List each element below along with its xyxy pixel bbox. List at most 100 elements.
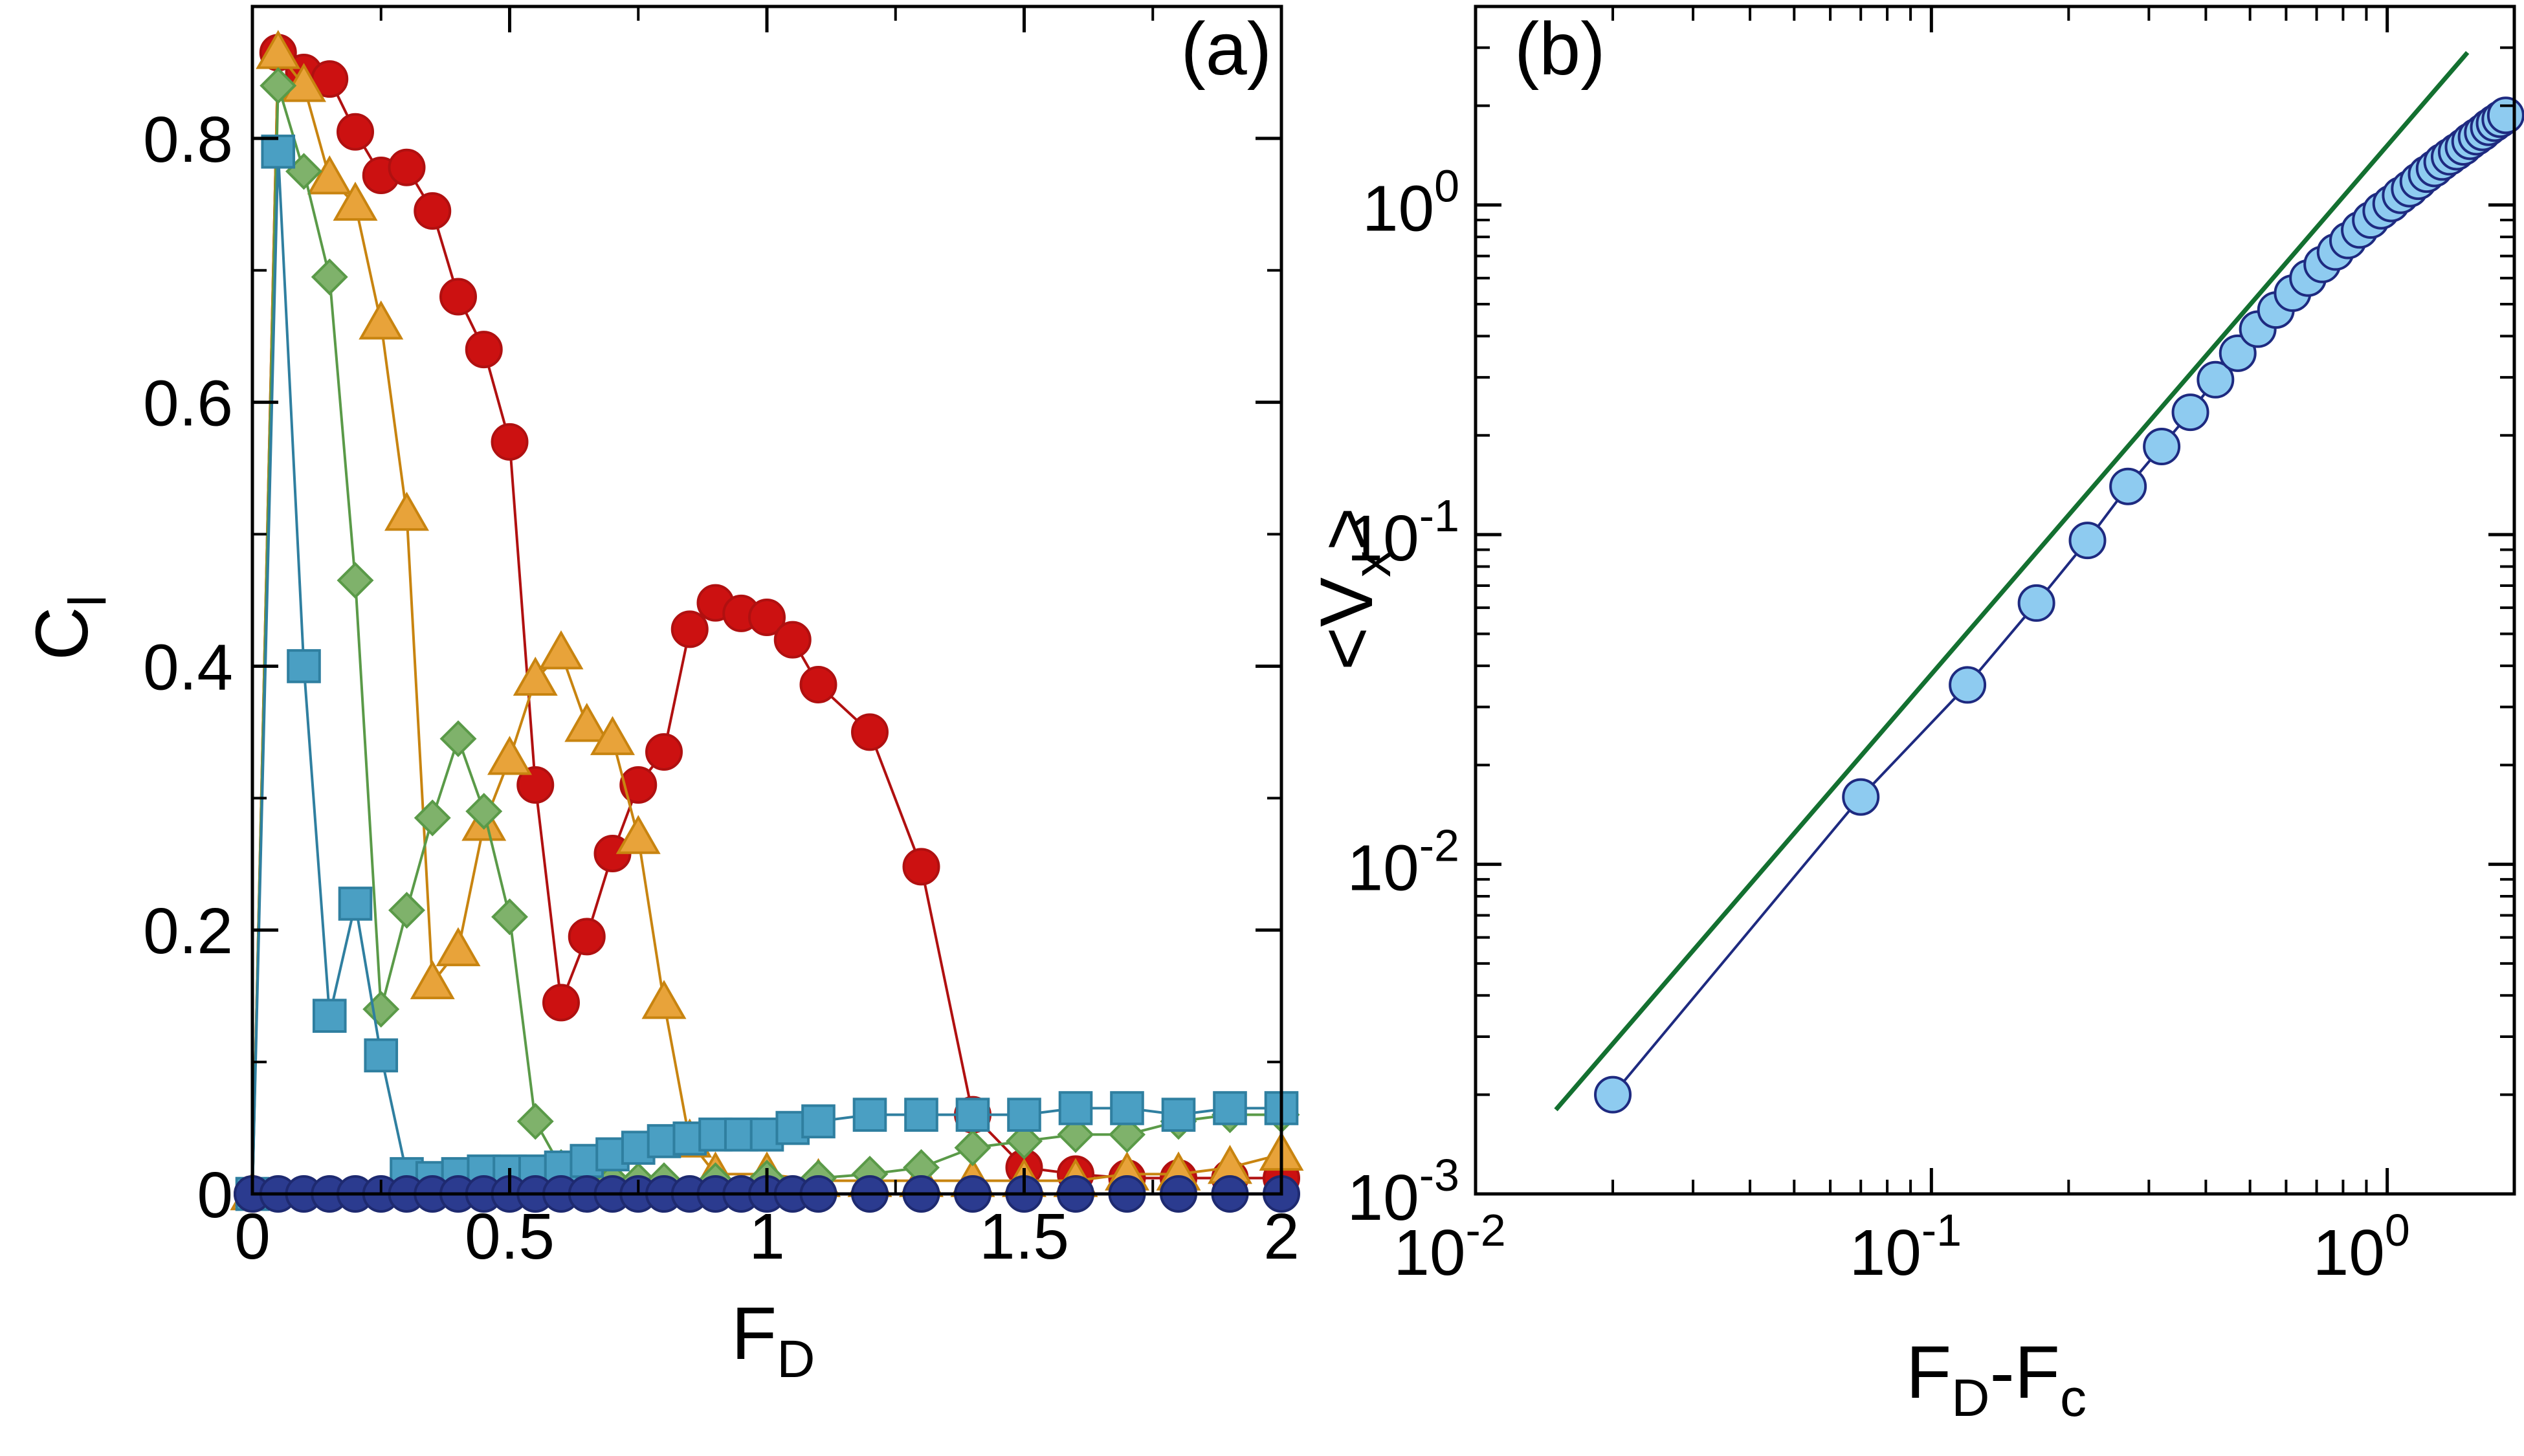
panel-a-y-tick-label: 0.6 [143,368,233,440]
panel-a-data-point [307,155,352,195]
panel-a-data-point [439,720,477,758]
panel-a-data-point [954,1129,991,1167]
panel-a-data-point [410,960,455,1000]
panel-b-data-point [2017,584,2055,622]
panel-a-data-point [388,148,426,186]
panel-b-data-point [1594,1075,1632,1114]
panel-a-x-axis-label-sub: D [777,1330,815,1389]
panel-a-data-point [261,134,296,169]
panel-a-data-point [338,887,373,921]
panel-a-data-point [491,423,529,461]
panel-a-series-line [251,85,1281,1195]
panel-b-fit-line [1554,50,2470,1112]
panel-a-data-point [902,848,940,886]
panel-a-y-tick-label: 0 [197,1159,233,1231]
panel-a-y-tick-label: 0.8 [143,104,233,176]
panel-b-data-point [2171,393,2209,432]
panel-b-data-point [1842,778,1880,816]
panel-a-data-point [538,630,584,670]
panel-a-data-point [388,892,425,929]
panel-a-data-point [337,113,374,151]
panel-b-data-point [2486,96,2524,135]
panel-b-data-point [2143,428,2181,466]
panel-b-y-axis-label: <Vx> [1305,507,1402,670]
panel-b-data-point [2197,360,2235,399]
panel-b-data-point [1949,666,1987,704]
panel-b-ticks [1474,5,2514,1196]
panel-a-data-point [384,491,429,531]
panel-b-x-axis-label: FD-Fc [1906,1331,2087,1428]
panel-a: 0 0.5 1 1.5 2 0 0.2 0.4 0.6 0.8 (a) FD Cl [21,5,1304,1389]
panel-a-x-axis-label: FD [731,1292,815,1389]
panel-a-data-point [1007,1098,1041,1132]
panel-a-data-point [568,918,606,956]
panel-b-data-point [2109,467,2147,505]
panel-a-x-tick-label: 0 [234,1200,271,1273]
panel-a-data-point [955,1098,990,1132]
panel-b-y-axis-label-post: > [1305,507,1388,551]
panel-a-data-point [311,258,348,296]
panel-b-label: (b) [1514,8,1606,91]
panel-a-x-tick-label: 1.5 [979,1200,1069,1273]
panel-a-data-point [414,799,451,837]
panel-a-data-point [670,610,709,648]
panel-b-data-point [2219,334,2257,372]
panel-a-data-point [1109,1116,1146,1153]
panel-a-data-point [287,649,321,683]
panel-a-data-point [359,300,404,340]
panel-a-y-tick-label: 0.4 [143,631,233,703]
panel-a-series-markers [235,134,1299,1211]
panel-a-x-tick-label: 0.5 [465,1200,555,1273]
panel-b-data-point [2068,522,2107,560]
panel-b-x-tick-label: 10-1 [1850,1205,1962,1289]
panel-a-series [230,30,1304,1213]
panel-a-data-point [465,793,503,830]
panel-b-y-axis-label-pre: <V [1305,577,1388,670]
panel-b-series-markers [1594,96,2524,1114]
panel-a-data-point [333,181,378,221]
panel-a-data-point [362,991,400,1028]
panel-a-data-point [1057,1116,1094,1153]
panel-a-data-point [1213,1091,1247,1125]
panel-a-data-point [439,278,477,316]
panel-b-frame [1474,5,2516,1196]
panel-a-data-point [615,815,661,854]
panel-a-data-point [516,1103,554,1140]
panel-a-data-point [312,998,347,1033]
panel-a-data-point [513,656,558,696]
panel-a-data-point [1161,1098,1196,1132]
panel-b-y-tick-label: 10-1 [1347,491,1459,575]
panel-b-y-tick-label: 10-2 [1347,821,1459,905]
panel-a-data-point [436,927,481,967]
panel-a-y-axis-label-sub: l [58,595,117,606]
panel-a-data-point [645,733,683,771]
panel-a-data-point [773,621,812,659]
panel-a-data-point [1058,1091,1093,1125]
panel-a-data-point [801,1104,836,1139]
panel-b-x-tick-label: 10-2 [1393,1205,1505,1289]
panel-a-data-point [619,766,658,804]
panel-b-y-tick-label: 100 [1362,161,1459,245]
panel-a-data-point [465,331,503,369]
panel-b-x-tick-label: 100 [2313,1205,2410,1289]
panel-a-tick-labels: 0 0.5 1 1.5 2 0 0.2 0.4 0.6 0.8 [143,104,1300,1273]
panel-a-x-tick-label: 1 [749,1200,785,1273]
panel-a-data-point [1006,1122,1043,1160]
panel-b-y-tick-label: 10-3 [1347,1150,1459,1234]
panel-b-y-axis-label-sub: x [1343,551,1402,577]
panel-a-data-point [799,665,837,703]
panel-a-series-line [251,151,1281,1195]
panel-a-data-point [748,599,786,637]
panel-b-x-axis-label-sub1: D [1951,1369,1989,1428]
panel-a-data-point [590,716,635,755]
panel-a-data-point [904,1098,938,1132]
panel-a-x-tick-label: 2 [1263,1200,1300,1273]
panel-b-x-axis-label-main: F [1906,1331,1951,1414]
panel-a-data-point [414,192,452,230]
panel-a-data-point [1110,1091,1144,1125]
panel-a-data-point [487,736,532,775]
panel-a-y-tick-label: 0.2 [143,895,233,967]
panel-a-data-point [641,980,687,1019]
